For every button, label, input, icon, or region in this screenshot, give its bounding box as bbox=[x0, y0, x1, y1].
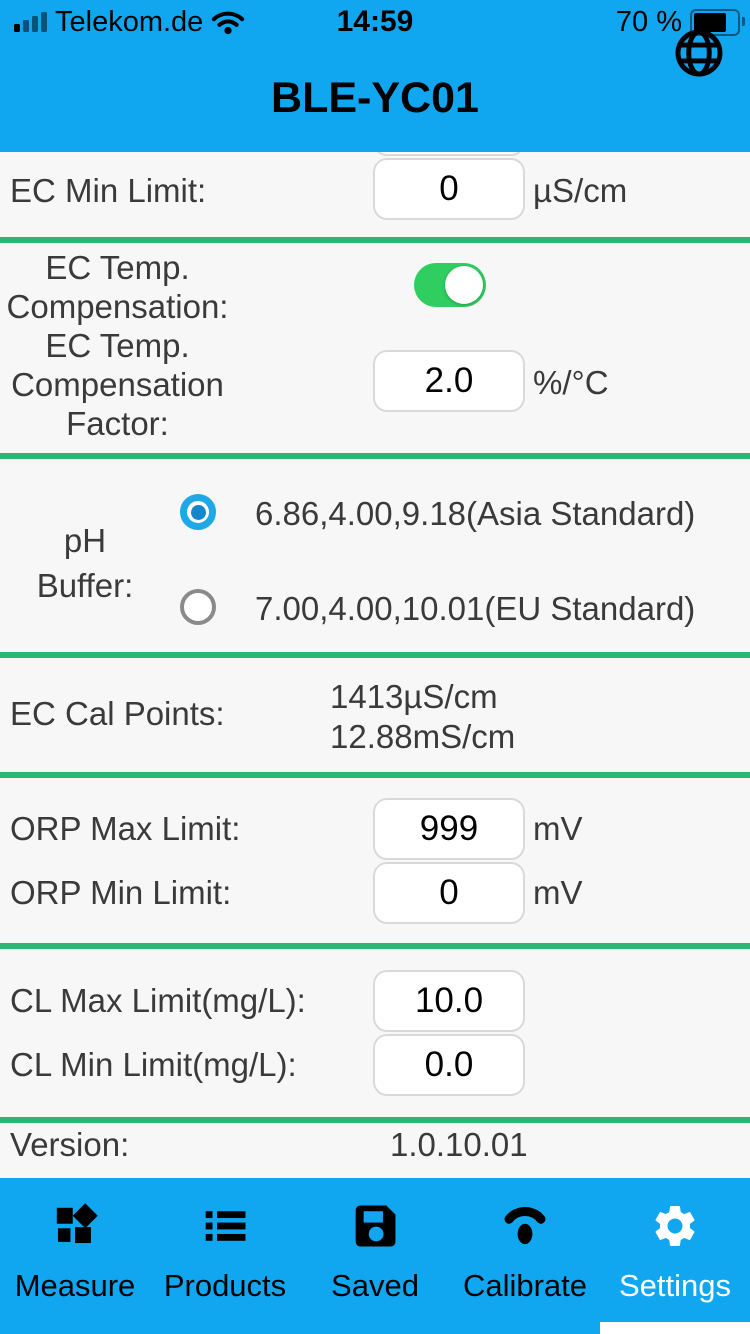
ph-buffer-radio-eu[interactable] bbox=[180, 589, 216, 625]
section-divider bbox=[0, 453, 750, 459]
orp-max-limit-label: ORP Max Limit: bbox=[10, 810, 241, 847]
products-list-icon bbox=[200, 1200, 250, 1252]
version-label: Version: bbox=[10, 1126, 130, 1163]
orp-max-limit-unit: mV bbox=[533, 810, 583, 847]
ec-min-limit-unit: µS/cm bbox=[533, 172, 628, 209]
page-title: BLE-YC01 bbox=[271, 73, 479, 122]
tab-measure[interactable]: Measure bbox=[0, 1178, 150, 1334]
ec-temp-comp-label: EC Temp. Compensation: bbox=[6, 249, 229, 325]
orp-min-limit-input[interactable] bbox=[373, 862, 525, 924]
clipped-input-above bbox=[373, 152, 525, 156]
calibrate-signal-icon bbox=[500, 1200, 550, 1252]
orp-max-limit-input[interactable] bbox=[373, 798, 525, 860]
settings-gear-icon bbox=[650, 1200, 700, 1252]
cell-signal-icon bbox=[14, 12, 47, 32]
status-bar: Telekom.de 14:59 70 % bbox=[0, 0, 750, 44]
tab-products[interactable]: Products bbox=[150, 1178, 300, 1334]
ph-buffer-option-eu[interactable]: 7.00,4.00,10.01(EU Standard) bbox=[255, 590, 696, 627]
language-button[interactable] bbox=[670, 24, 728, 82]
globe-icon bbox=[675, 29, 723, 77]
version-value: 1.0.10.01 bbox=[390, 1126, 528, 1163]
ec-min-limit-label: EC Min Limit: bbox=[10, 172, 207, 209]
tab-bar: Measure Products bbox=[0, 1178, 750, 1334]
ec-temp-factor-unit: %/°C bbox=[533, 364, 609, 401]
measure-shapes-icon bbox=[50, 1200, 100, 1252]
cl-min-limit-label: CL Min Limit(mg/L): bbox=[10, 1046, 297, 1083]
section-divider bbox=[0, 772, 750, 778]
tab-saved[interactable]: Saved bbox=[300, 1178, 450, 1334]
ec-min-limit-input[interactable] bbox=[373, 158, 525, 220]
carrier-label: Telekom.de bbox=[55, 5, 204, 38]
nav-bar: BLE-YC01 bbox=[0, 44, 750, 152]
orp-min-limit-unit: mV bbox=[533, 874, 583, 911]
clock: 14:59 bbox=[336, 5, 414, 38]
settings-form: EC Min Limit: µS/cm /* label top fix */ … bbox=[0, 152, 750, 1178]
section-divider bbox=[0, 652, 750, 658]
section-divider bbox=[0, 1117, 750, 1123]
ec-temp-factor-input[interactable] bbox=[373, 350, 525, 412]
section-divider bbox=[0, 237, 750, 243]
cl-max-limit-label: CL Max Limit(mg/L): bbox=[10, 982, 306, 1019]
ph-buffer-label: pH Buffer: bbox=[36, 522, 134, 604]
orp-min-limit-label: ORP Min Limit: bbox=[10, 874, 232, 911]
ec-temp-comp-toggle[interactable] bbox=[414, 263, 486, 307]
toggle-knob bbox=[445, 266, 483, 304]
tab-settings[interactable]: Settings bbox=[600, 1178, 750, 1334]
section-divider bbox=[0, 943, 750, 949]
tab-calibrate[interactable]: Calibrate bbox=[450, 1178, 600, 1334]
wifi-icon bbox=[212, 11, 245, 35]
header: Telekom.de 14:59 70 % BLE-YC01 bbox=[0, 0, 750, 152]
battery-icon bbox=[690, 8, 745, 36]
ph-buffer-option-asia[interactable]: 6.86,4.00,9.18(Asia Standard) bbox=[255, 495, 696, 532]
ph-buffer-radio-asia[interactable] bbox=[180, 494, 216, 530]
ec-cal-points-values: 1413µS/cm 12.88mS/cm bbox=[330, 678, 516, 755]
active-tab-indicator bbox=[600, 1322, 750, 1334]
battery-percent: 70 % bbox=[615, 5, 682, 38]
save-floppy-icon bbox=[350, 1200, 400, 1252]
cl-min-limit-input[interactable] bbox=[373, 1034, 525, 1096]
cl-max-limit-input[interactable] bbox=[373, 970, 525, 1032]
ec-temp-factor-label: EC Temp. Compensation Factor: bbox=[11, 327, 224, 442]
ec-cal-points-label: EC Cal Points: bbox=[10, 695, 225, 732]
